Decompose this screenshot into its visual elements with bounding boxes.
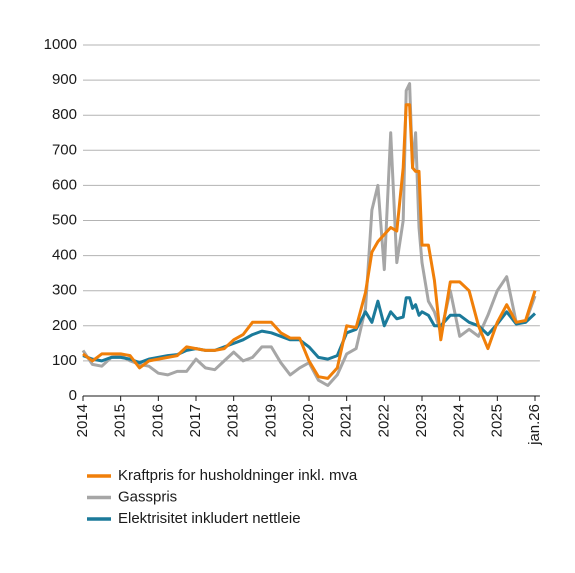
x-tick-label: 2020 [300,404,317,437]
x-tick-label: 2025 [488,404,505,437]
x-tick-label: 2022 [375,404,392,437]
y-tick-label: 200 [52,317,77,334]
y-tick-label: 500 [52,211,77,228]
legend-label: Gasspris [118,488,177,505]
y-tick-label: 100 [52,352,77,369]
y-tick-label: 400 [52,247,77,264]
legend-label: Elektrisitet inkludert nettleie [118,510,301,527]
x-tick-label: 2023 [413,404,430,437]
x-tick-label: jan.26 [526,404,543,446]
y-tick-label: 700 [52,141,77,158]
x-tick-label: 2018 [225,404,242,437]
series-line [82,103,537,380]
legend-label: Kraftpris for husholdninger inkl. mva [118,467,358,484]
x-tick-label: 2021 [338,404,355,437]
y-tick-label: 900 [52,71,77,88]
x-tick-label: 2017 [187,404,204,437]
y-tick-label: 300 [52,282,77,299]
x-tick-label: 2015 [112,404,129,437]
x-tick-label: 2014 [74,404,91,437]
y-tick-label: 600 [52,176,77,193]
series-line [81,82,537,387]
y-tick-label: 1000 [44,36,77,53]
y-tick-label: 800 [52,106,77,123]
x-tick-label: 2024 [451,404,468,437]
x-tick-label: 2019 [262,404,279,437]
y-tick-label: 0 [69,387,77,404]
x-tick-label: 2016 [149,404,166,437]
